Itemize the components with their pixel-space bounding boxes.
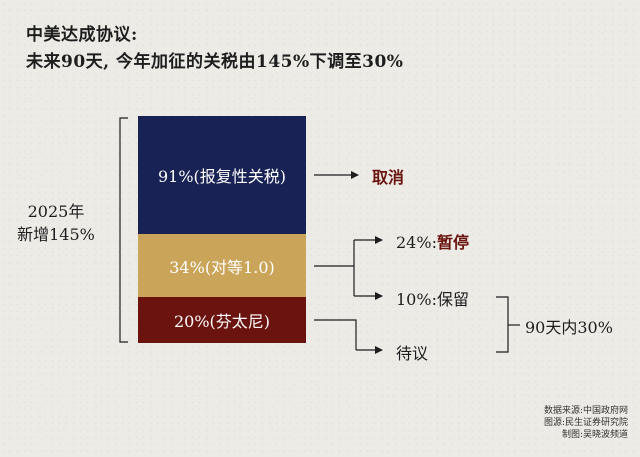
total-label: 2025年 新增145%: [8, 200, 104, 246]
total-added: 新增145%: [17, 225, 95, 244]
outcome-pause-word: 暂停: [436, 233, 469, 252]
source-data: 数据来源:中国政府网: [543, 406, 628, 416]
right-bracket: [496, 296, 509, 353]
outcome-90-days: 90天内30%: [525, 318, 613, 337]
page-subtitle: 未来90天, 今年加征的关税由145%下调至30%: [26, 52, 404, 72]
total-year: 2025年: [27, 202, 85, 221]
outcome-pending: 待议: [396, 344, 429, 363]
source-notes: 数据来源:中国政府网 图源:民生证券研究院 制图:吴晓波频道: [544, 405, 628, 441]
outcome-cancel: 取消: [372, 168, 405, 187]
source-made: 制图:吴晓波频道: [561, 430, 628, 440]
pending-line: [314, 319, 357, 350]
source-chart: 图源:民生证券研究院: [543, 418, 628, 428]
block-retaliatory-tariff: 91%(报复性关税): [138, 116, 306, 234]
block-fentanyl-tariff: 20%(芬太尼): [138, 297, 306, 343]
page-title: 中美达成协议:: [26, 25, 138, 45]
left-bracket: [119, 117, 128, 343]
block-reciprocal-tariff: 34%(对等1.0): [138, 234, 306, 297]
outcome-retain: 10%:保留: [396, 290, 469, 309]
outcome-pause: 24%:暂停: [396, 229, 469, 253]
outcome-pause-prefix: 24%:: [396, 233, 437, 252]
